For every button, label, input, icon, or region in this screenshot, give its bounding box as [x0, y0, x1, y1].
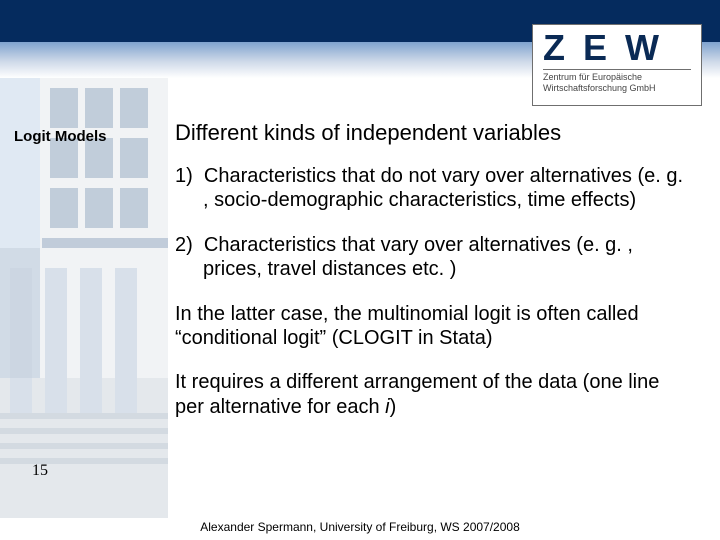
content-heading: Different kinds of independent variables: [175, 120, 685, 146]
logo-box: Z E W Zentrum für Europäische Wirtschaft…: [532, 24, 702, 106]
list-item-1: 1) Characteristics that do not vary over…: [175, 164, 685, 213]
item2-number: 2): [175, 234, 193, 256]
footer-text: Alexander Spermann, University of Freibu…: [0, 520, 720, 534]
para2-post: ): [390, 396, 397, 418]
paragraph-1: In the latter case, the multinomial logi…: [175, 302, 685, 351]
logo-sub1: Zentrum für Europäische: [543, 72, 691, 83]
logo-sub2: Wirtschaftsforschung GmbH: [543, 83, 691, 94]
item2-text: Characteristics that vary over alternati…: [203, 234, 633, 280]
content-area: Different kinds of independent variables…: [175, 120, 685, 419]
slide-number: 15: [32, 462, 48, 480]
sidebar-title: Logit Models: [14, 128, 107, 145]
paragraph-2: It requires a different arrangement of t…: [175, 370, 685, 419]
list-item-2: 2) Characteristics that vary over altern…: [175, 233, 685, 282]
logo-divider: [543, 69, 691, 70]
item1-number: 1): [175, 165, 193, 187]
logo-main: Z E W: [543, 30, 691, 66]
para2-pre: It requires a different arrangement of t…: [175, 371, 659, 417]
item1-text: Characteristics that do not vary over al…: [203, 165, 683, 211]
slide: Z E W Zentrum für Europäische Wirtschaft…: [0, 0, 720, 540]
